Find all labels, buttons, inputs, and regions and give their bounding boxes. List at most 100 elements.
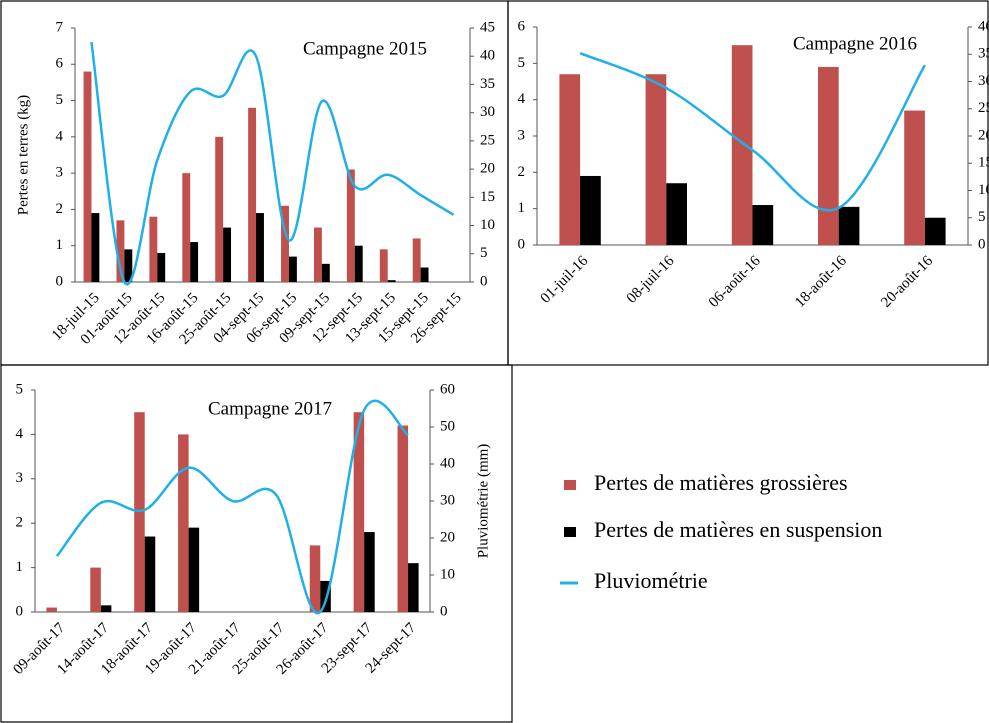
y-tick-label: 5 xyxy=(56,92,64,108)
legend-label: Pluviométrie xyxy=(594,568,708,593)
bar xyxy=(83,71,92,283)
chart-title: Campagne 2015 xyxy=(303,38,427,59)
y2-tick-label: 25 xyxy=(978,100,989,116)
bar xyxy=(188,527,200,612)
bar xyxy=(46,607,57,612)
y-tick-label: 0 xyxy=(518,236,526,252)
x-tick-label: 06-août-16 xyxy=(706,253,764,311)
y2-tick-label: 0 xyxy=(440,603,448,619)
y-tick-label: 7 xyxy=(56,19,64,35)
y2-tick-label: 45 xyxy=(480,19,495,35)
bar xyxy=(645,74,667,245)
y-tick-label: 0 xyxy=(16,603,24,619)
bar xyxy=(666,183,687,245)
bar xyxy=(320,580,331,612)
bar xyxy=(364,532,375,612)
bar xyxy=(281,205,289,282)
bar xyxy=(752,205,774,245)
y2-tick-label: 35 xyxy=(978,46,989,62)
chart-title: Campagne 2017 xyxy=(208,398,332,419)
bar xyxy=(420,267,429,282)
y-tick-label: 1 xyxy=(16,559,24,575)
y-tick-label: 6 xyxy=(518,18,526,34)
y-tick-label: 3 xyxy=(56,165,64,181)
y2-tick-label: 10 xyxy=(440,566,455,582)
chart-title: Campagne 2016 xyxy=(793,33,917,54)
bar xyxy=(924,217,946,245)
y2-tick-label: 5 xyxy=(978,209,986,225)
bar xyxy=(149,216,158,282)
bar xyxy=(354,245,363,282)
bar xyxy=(256,213,264,282)
y2-tick-label: 0 xyxy=(480,273,488,289)
legend-swatch xyxy=(564,480,576,490)
y-tick-label: 5 xyxy=(16,381,24,397)
y2-tick-label: 30 xyxy=(440,492,455,508)
y-axis-label: Pertes en terres (kg) xyxy=(15,95,31,215)
bar xyxy=(580,175,601,245)
y-tick-label: 6 xyxy=(56,56,64,72)
bar xyxy=(248,107,257,282)
bar xyxy=(215,136,224,282)
y-tick-label: 4 xyxy=(56,128,64,144)
y-tick-label: 3 xyxy=(16,470,24,486)
y-tick-label: 2 xyxy=(16,515,24,531)
x-tick-label: 18-août-16 xyxy=(792,253,850,311)
y2-tick-label: 20 xyxy=(978,127,989,143)
bar xyxy=(91,213,100,282)
bar xyxy=(387,280,396,282)
bar xyxy=(321,263,330,282)
bar xyxy=(144,536,156,612)
bar xyxy=(190,242,199,282)
y2-tick-label: 20 xyxy=(440,529,455,545)
y-tick-label: 1 xyxy=(56,237,64,253)
bar xyxy=(559,74,581,245)
bar xyxy=(182,173,191,282)
bar xyxy=(379,249,388,282)
bar xyxy=(346,169,355,282)
bar xyxy=(90,567,101,612)
bar xyxy=(412,238,421,282)
y-tick-label: 2 xyxy=(56,201,64,217)
rain-line xyxy=(90,41,455,286)
y2-tick-label: 50 xyxy=(440,418,455,434)
y2-tick-label: 10 xyxy=(480,217,495,233)
x-tick-label: 20-août-16 xyxy=(878,253,936,311)
y-tick-label: 3 xyxy=(518,127,526,143)
y2-tick-label: 35 xyxy=(480,76,495,92)
y2-tick-label: 60 xyxy=(440,381,455,397)
legend-swatch xyxy=(564,527,576,537)
y2-tick-label: 40 xyxy=(978,18,989,34)
bar xyxy=(397,425,409,612)
y2-tick-label: 20 xyxy=(480,161,495,177)
y-tick-label: 0 xyxy=(56,273,64,289)
y2-tick-label: 40 xyxy=(480,48,495,64)
panel-frame xyxy=(0,364,513,723)
bar xyxy=(100,605,112,612)
y-tick-label: 4 xyxy=(518,91,526,107)
bar xyxy=(157,252,166,282)
y2-tick-label: 5 xyxy=(480,245,488,261)
y2-tick-label: 10 xyxy=(978,182,989,198)
y2-tick-label: 30 xyxy=(978,73,989,89)
rain-line xyxy=(579,52,926,212)
bar xyxy=(178,434,189,612)
bar xyxy=(818,66,839,245)
bar xyxy=(904,110,925,245)
bar xyxy=(408,563,419,612)
bar xyxy=(313,227,322,282)
y-tick-label: 1 xyxy=(518,200,526,216)
y2-axis-label: Pluviométrie (mm) xyxy=(475,444,491,559)
bar xyxy=(124,249,133,282)
x-tick-label: 08-juil-16 xyxy=(624,253,678,307)
y2-tick-label: 40 xyxy=(440,455,455,471)
x-tick-label: 01-juil-16 xyxy=(538,253,592,307)
y2-tick-label: 0 xyxy=(978,236,986,252)
panel-frame xyxy=(507,0,989,366)
y-tick-label: 2 xyxy=(518,164,526,180)
y2-tick-label: 25 xyxy=(480,132,495,148)
bar xyxy=(731,45,753,245)
y2-tick-label: 15 xyxy=(480,189,495,205)
bar xyxy=(288,256,297,282)
